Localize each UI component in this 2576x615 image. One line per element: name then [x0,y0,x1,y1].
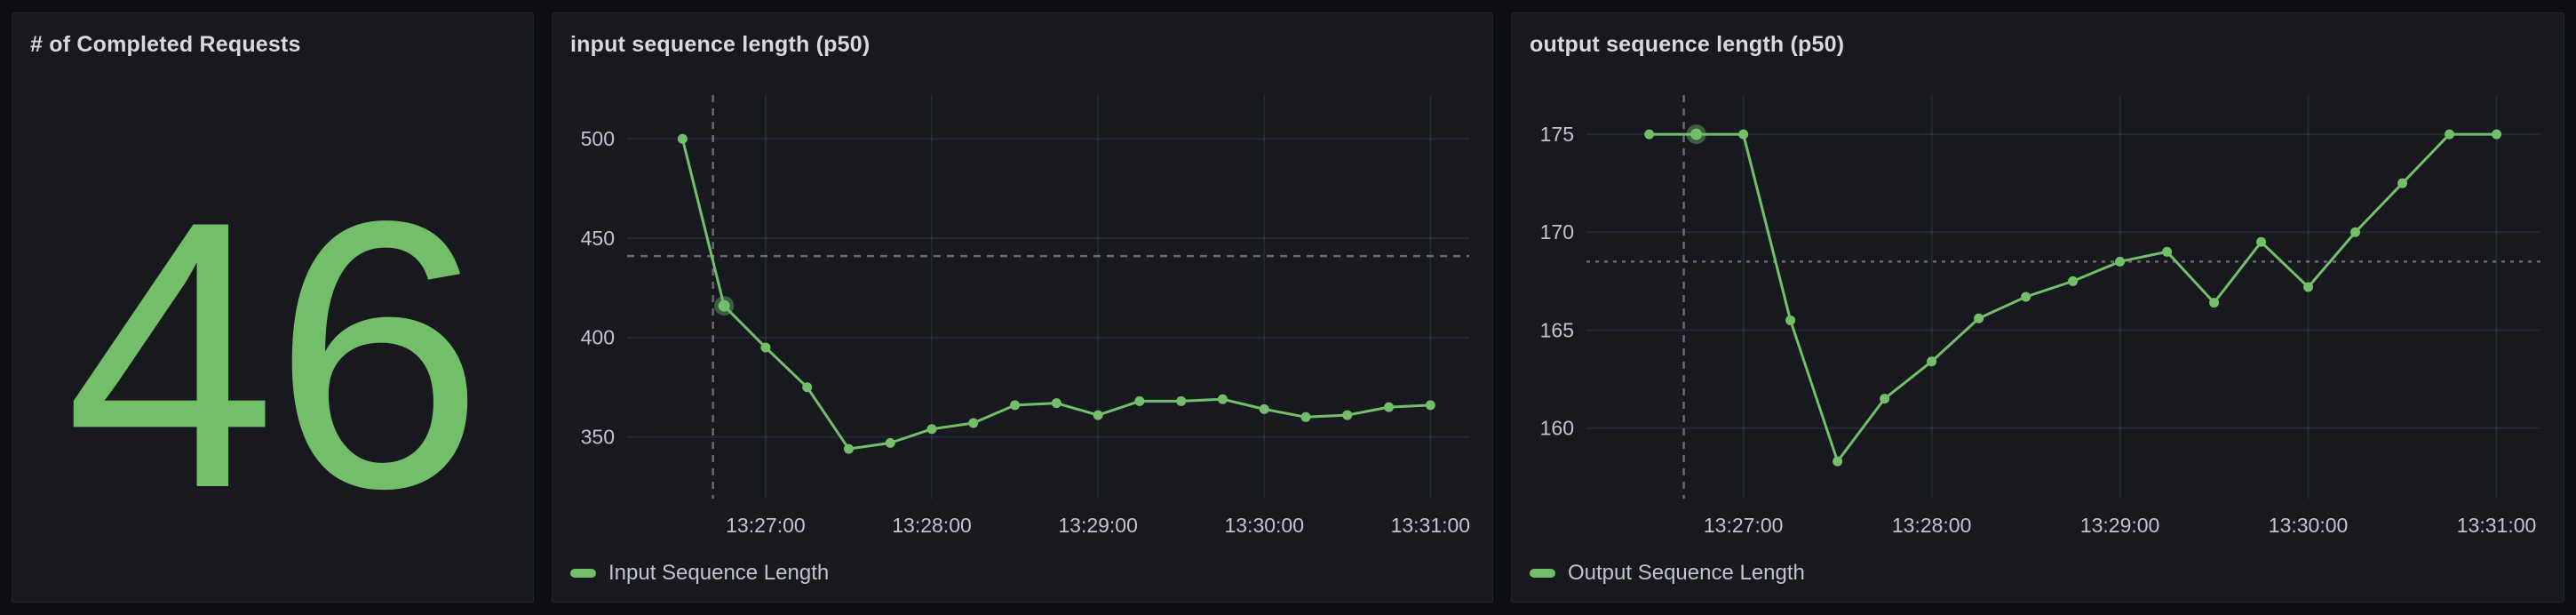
y-tick-label: 400 [581,326,615,349]
data-point [1833,456,1843,467]
data-point [1974,313,1984,323]
data-point [1093,410,1103,420]
data-point [1644,129,1655,140]
y-tick-label: 165 [1540,318,1574,341]
stat-value: 46 [64,142,484,567]
series-points [677,133,1435,454]
panel-title: input sequence length (p50) [570,31,871,57]
x-tick-label: 13:29:00 [1058,514,1138,537]
data-point [1176,395,1187,406]
panel-title: output sequence length (p50) [1530,31,1845,57]
series-points [1644,124,2502,467]
grid: 350 400 450 500 13:27:00 13:28:00 13:29:00 13:3… [581,95,1470,537]
hovered-point [1690,128,1703,140]
panel-input-sequence-length: input sequence length (p50) 350 400 450 500… [552,12,1493,603]
hovered-point [718,300,730,312]
legend-label: Input Sequence Length [608,561,830,585]
panel-header[interactable]: output sequence length (p50) [1512,13,2564,65]
panel-output-sequence-length: output sequence length (p50) 160 165 170 17… [1511,12,2564,603]
data-point [968,418,979,428]
series-line [1648,132,2499,463]
x-tick-label: 13:31:00 [1391,514,1471,537]
y-tick-label: 170 [1540,220,1574,244]
panel-header[interactable]: # of Completed Requests [12,13,533,65]
legend-series-color [1530,569,1555,578]
data-point [2068,276,2079,286]
panel-completed-requests: # of Completed Requests 46 [12,12,534,603]
stat-body: 46 [12,65,533,602]
data-point [1880,394,1890,404]
crosshair [1586,95,2540,499]
data-point [760,342,771,353]
legend-series-color [570,569,596,578]
data-point [1785,315,1796,325]
panel-title: # of Completed Requests [30,31,301,57]
data-point [2350,227,2361,237]
y-tick-label: 175 [1540,123,1574,146]
legend-item-input-sequence-length[interactable]: Input Sequence Length [553,547,1492,600]
x-tick-label: 13:27:00 [726,514,806,537]
data-point [2021,292,2031,302]
data-point [926,424,937,435]
y-tick-label: 500 [581,127,615,150]
data-point [677,133,688,144]
x-tick-label: 13:28:00 [892,514,972,537]
data-point [2162,246,2173,257]
data-point [1384,402,1395,412]
data-point [1738,129,1749,140]
data-point [2445,129,2455,140]
crosshair [627,95,1469,499]
data-point [1425,400,1435,411]
data-point [1217,394,1228,404]
panel-header[interactable]: input sequence length (p50) [553,13,1492,65]
legend-item-output-sequence-length[interactable]: Output Sequence Length [1512,547,2564,600]
data-point [2397,178,2408,188]
data-point [802,382,813,393]
legend-label: Output Sequence Length [1568,561,1805,585]
data-point [2492,129,2502,140]
data-point [2256,236,2267,247]
data-point [1927,356,1937,367]
output-sequence-length-chart[interactable]: 160 165 170 175 13:27:00 13:28:00 13:29:00 13:3… [1526,65,2549,547]
x-tick-label: 13:30:00 [2269,514,2349,537]
y-tick-label: 450 [581,227,615,250]
data-point [1051,398,1061,409]
x-tick-label: 13:29:00 [2080,514,2160,537]
input-sequence-length-chart[interactable]: 350 400 450 500 13:27:00 13:28:00 13:29:00 13:3… [567,65,1478,547]
data-point [2115,256,2126,267]
data-point [1342,410,1353,420]
data-point [2209,298,2220,308]
data-point [1259,403,1269,414]
x-tick-label: 13:27:00 [1704,514,1784,537]
grid: 160 165 170 175 13:27:00 13:28:00 13:29:00 13:3… [1540,95,2540,537]
x-tick-label: 13:28:00 [1892,514,1972,537]
data-point [843,443,854,454]
data-point [2303,282,2314,292]
data-point [885,437,895,448]
y-tick-label: 160 [1540,416,1574,439]
data-point [1134,395,1145,406]
data-point [1010,400,1021,411]
y-tick-label: 350 [581,425,615,448]
x-tick-label: 13:30:00 [1224,514,1304,537]
data-point [1300,411,1311,422]
x-tick-label: 13:31:00 [2457,514,2537,537]
